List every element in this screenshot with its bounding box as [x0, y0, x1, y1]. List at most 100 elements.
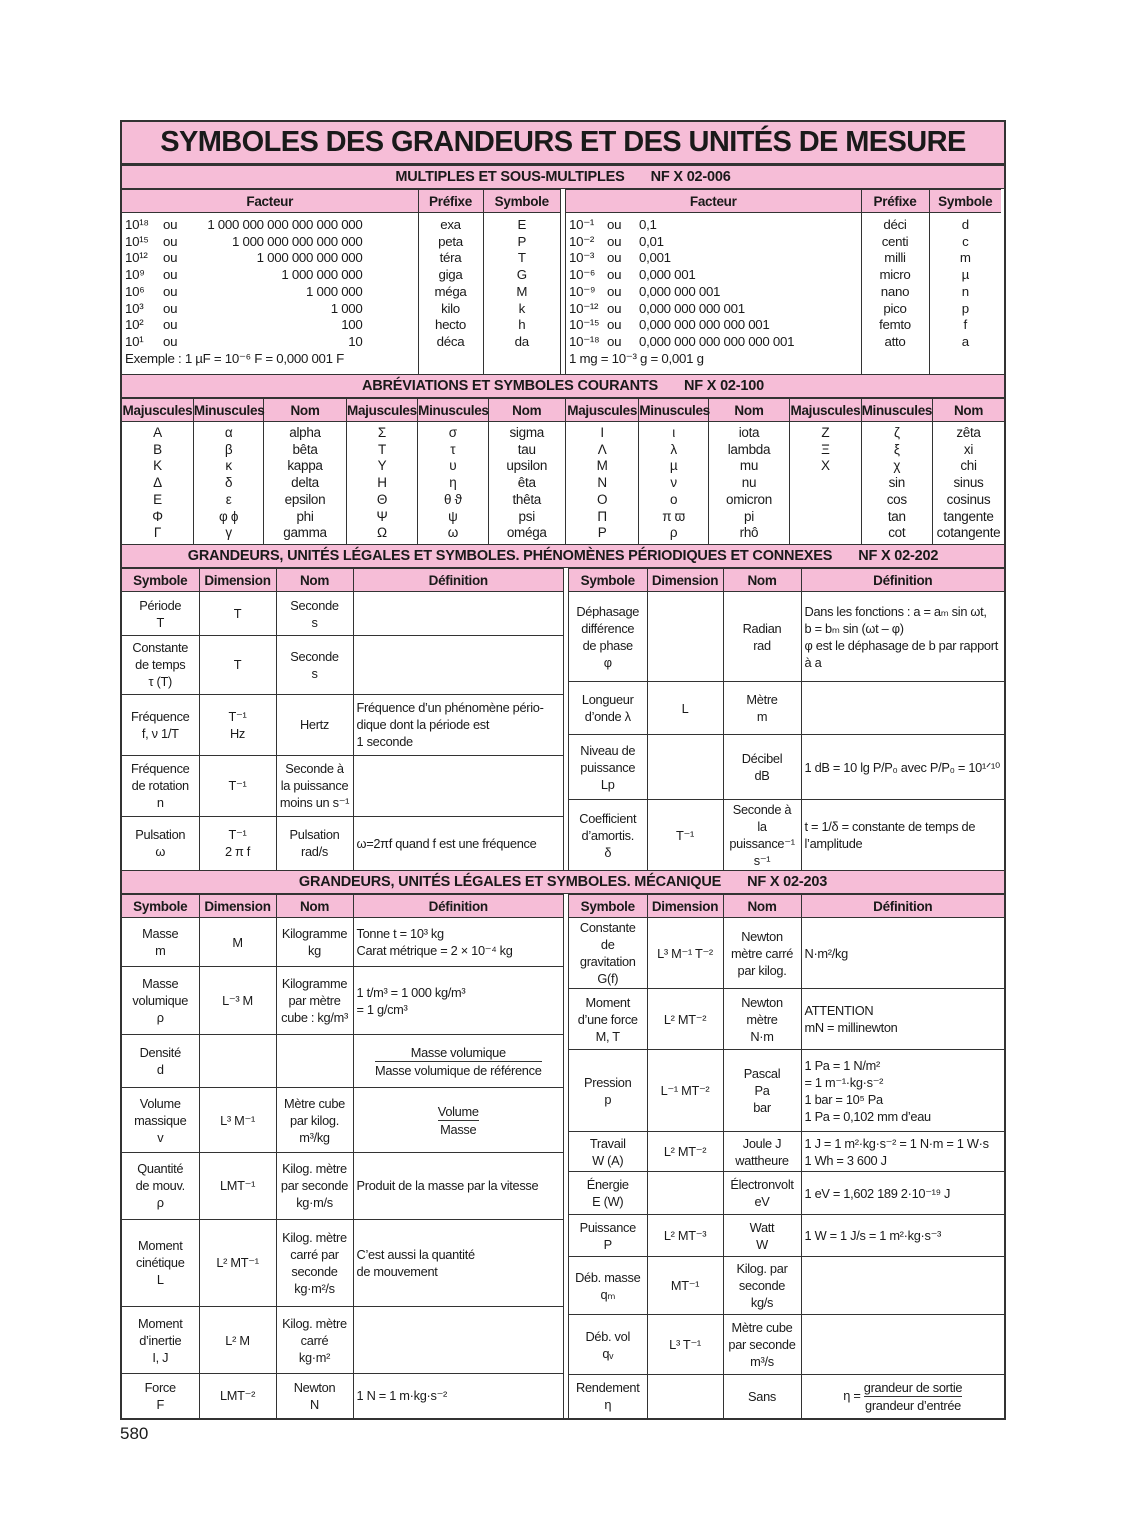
name-cell: Kilog. par seconde kg/s [722, 1256, 802, 1315]
greek-name-column: zêta xi chi sinus cosinus tangente cotan… [931, 421, 1004, 544]
power: 10⁶ [125, 283, 145, 299]
table-row: 10⁻¹ ou 0,1 10⁻² ou 0,01 10⁻³ ou 0,001 10⁻⁶ ou 0,00… [566, 212, 1001, 374]
symbol: da [514, 333, 530, 349]
decimal-value: 1 000 000 000 [281, 267, 363, 283]
prefix: femto [879, 317, 911, 333]
table-row: Rendement η Sans η = grandeur de sortie gra… [569, 1374, 1004, 1418]
column-header: Minuscules [638, 398, 710, 422]
prefix: pico [883, 300, 907, 316]
symbol: n [961, 283, 969, 299]
or-word: ou [607, 333, 622, 349]
or-word: ou [163, 250, 178, 266]
norm-reference: NF X 02-100 [684, 378, 765, 394]
symbol-cell: Densité d [122, 1034, 200, 1089]
greek-lower-column: σ τ υ η θ ϑ ψ ω [417, 421, 489, 544]
definition-cell: 1 t/m³ = 1 000 kg/m³ = 1 g/cm³ [352, 966, 563, 1036]
norm-reference: NF X 02-202 [858, 548, 939, 564]
column-header: Dimension [198, 893, 277, 919]
symbol-cell: Moment d’une force M, T [569, 988, 648, 1050]
name-cell: Joule J wattheure [722, 1131, 802, 1172]
definition-cell: Tonne t = 10³ kg Carat métrique = 2 × 10… [352, 917, 563, 968]
mechanics-section-table-left: Symbole Dimension Nom Définition Masse m M Kil… [122, 893, 563, 1418]
table-row: Fréquence de rotation n T⁻¹ Seconde à la p… [122, 754, 563, 817]
column-header: Définition [800, 568, 1004, 592]
column-headers: Symbole Dimension Nom Définition [569, 894, 1004, 918]
page-number: 580 [120, 1424, 149, 1443]
factor-line: 10⁻¹⁵ ou 0,000 000 000 000 001 [569, 317, 858, 334]
symbol-cell: Quantité de mouv. ρ [122, 1152, 200, 1220]
symbol-cell: Moment cinétique L [122, 1218, 200, 1308]
table-row: Masse m M Kilogramme kg Tonne t = 10³ kg Ca… [122, 917, 563, 968]
column-headers: Facteur Préfixe Symbole [122, 189, 560, 213]
power: 10⁻⁹ [569, 283, 596, 299]
factor-line: 10¹⁸ ou 1 000 000 000 000 000 000 [125, 217, 415, 234]
denominator: Masse [440, 1121, 477, 1137]
column-headers: Symbole Dimension Nom Définition [122, 567, 563, 593]
decimal-value: 0,000 000 000 001 [639, 300, 745, 316]
column-header: Symbole [122, 893, 200, 919]
definition-cell [800, 1256, 1004, 1315]
decimal-value: 1 000 000 [306, 283, 363, 299]
dimension-cell: L³ T⁻¹ [646, 1314, 724, 1375]
symbol-cell: Constante de temps τ (T) [122, 634, 200, 695]
dimension-cell [646, 1171, 724, 1215]
column-header: Minuscules [860, 398, 933, 422]
column-header: Dimension [646, 568, 724, 592]
prefix: déci [883, 217, 907, 232]
prefix-cell: déci centi milli micro nano pico femto atto [860, 212, 930, 374]
name-cell: Seconde à la puissance⁻¹ s⁻¹ [722, 799, 802, 870]
table-row: Pression p L⁻¹ MT⁻² Pascal Pa bar 1 Pa = 1 … [569, 1049, 1004, 1132]
symbol: µ [961, 267, 970, 283]
name-cell: Radian rad [722, 591, 802, 682]
symbol-cell: Période T [122, 591, 200, 636]
column-headers: Symbole Dimension Nom Définition [122, 893, 563, 919]
or-word: ou [163, 333, 178, 349]
column-header: Dimension [198, 567, 277, 593]
symbol-cell: Pulsation ω [122, 815, 200, 870]
dimension-cell: L² MT⁻² [646, 988, 724, 1050]
column-header: Nom [275, 567, 354, 593]
column-header: Préfixe [417, 189, 484, 213]
column-header: Majuscules [789, 398, 862, 422]
definition-cell: C’est aussi la quantité de mouvement [352, 1218, 563, 1308]
dimension-cell [198, 1034, 277, 1089]
definition-cell [352, 591, 563, 636]
definition-cell: 1 W = 1 J/s = 1 m²·kg·s⁻³ [800, 1214, 1004, 1257]
name-cell: Mètre cube par seconde m³/s [722, 1314, 802, 1375]
definition-cell: 1 dB = 10 lg P/P₀ avec P/P₀ = 10¹ᐟ¹⁰ [800, 734, 1004, 800]
power: 10⁻² [569, 233, 595, 249]
prefix: peta [438, 233, 463, 249]
symbol-cell: Fréquence de rotation n [122, 754, 200, 817]
name-cell: Sans [722, 1374, 802, 1418]
page-title: SYMBOLES DES GRANDEURS ET DES UNITÉS DE … [122, 122, 1004, 165]
dimension-cell: L³ M⁻¹ T⁻² [646, 917, 724, 989]
table-row: Coefficient d’amortis. δ T⁻¹ Seconde à la … [569, 799, 1004, 870]
column-header: Dimension [646, 894, 724, 918]
symbol-cell: Fréquence f, ν 1/T [122, 693, 200, 756]
table-row: Période T T Seconde s [122, 591, 563, 636]
dimension-cell: L² MT⁻¹ [198, 1218, 277, 1308]
dimension-cell [646, 591, 724, 682]
symbol: a [961, 333, 969, 349]
symbol-cell: Rendement η [569, 1374, 648, 1418]
divider [563, 568, 569, 870]
symbol-cell: Constante de gravitation G(f) [569, 917, 648, 989]
symbol-cell: Longueur d’onde λ [569, 681, 648, 735]
or-word: ou [163, 300, 178, 316]
decimal-value: 1 000 000 000 000 000 000 [207, 217, 363, 232]
multiples-table-right: Facteur Préfixe Symbole 10⁻¹ ou 0,1 10⁻² ou 0,01… [566, 189, 1001, 374]
dimension-cell: T⁻¹ [646, 799, 724, 870]
symbol-cell: Moment d’inertie I, J [122, 1306, 200, 1375]
symbol-cell: Déb. masse qₘ [569, 1256, 648, 1315]
column-header: Symbole [482, 189, 560, 213]
dimension-cell [646, 734, 724, 800]
dimension-cell: L³ M⁻¹ [198, 1087, 277, 1154]
prefix: nano [880, 283, 910, 299]
column-header: Nom [722, 894, 802, 918]
table-row: Déb. masse qₘ MT⁻¹ Kilog. par seconde kg/s [569, 1256, 1004, 1315]
dimension-cell: T [198, 634, 277, 695]
factor-cell: 10⁻¹ ou 0,1 10⁻² ou 0,01 10⁻³ ou 0,001 10⁻⁶ ou 0,00… [566, 212, 862, 374]
table-row: Travail W (A) L² MT⁻² Joule J wattheure 1 J… [569, 1131, 1004, 1172]
power: 10⁻¹² [569, 300, 599, 316]
